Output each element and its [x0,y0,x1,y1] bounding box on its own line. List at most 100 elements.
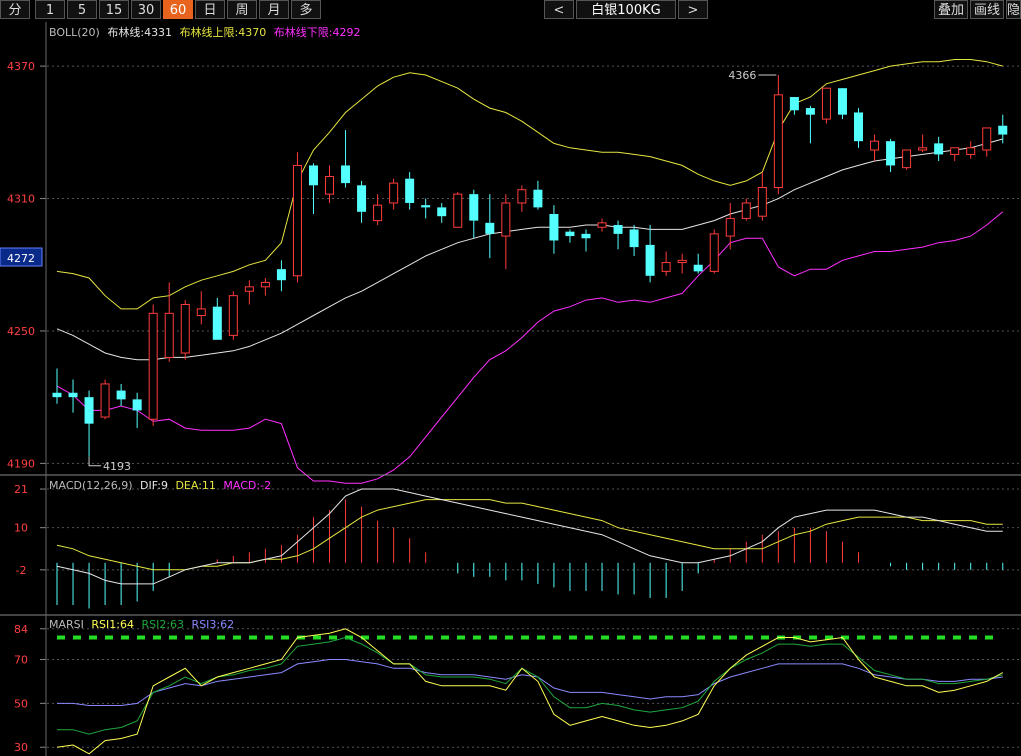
rsi-legend-rsi2: RSI2:63 [141,618,184,631]
symbol-name[interactable]: 白银100KG [576,0,676,19]
candle [116,383,126,406]
macd-legend-macd: MACD:-2 [223,479,271,492]
candle [437,202,447,223]
candle-body [950,147,960,155]
candle [84,390,94,457]
candle-body [805,108,815,115]
prev-symbol-button[interactable]: < [544,0,574,19]
candle-body [725,217,735,237]
period-button-fen[interactable]: 分 [0,0,30,19]
candle [645,225,655,283]
candle [966,141,976,159]
candle-body [837,88,847,115]
candle [373,194,383,226]
period-button-multi[interactable]: 多 [291,0,321,19]
candle [357,180,367,223]
candle [725,202,735,250]
candle-body [581,233,591,239]
annotation-arrow [88,456,102,467]
boll-lower-line [56,211,1004,484]
candle-body [405,178,415,203]
candle [485,194,495,259]
candle-body [164,312,174,358]
hide-button[interactable]: 隐 [1006,0,1021,19]
candle-body [645,244,655,276]
price-tick-label: 4250 [7,325,35,338]
period-button-15[interactable]: 15 [99,0,129,19]
price-tick-label: 4310 [7,193,35,206]
candle [389,178,399,210]
candle-body [437,207,447,217]
candle [196,291,206,325]
period-button-60[interactable]: 60 [163,0,193,19]
candle [292,152,302,283]
candle [629,225,639,256]
macd-tick-label: 21 [14,483,28,496]
candle [677,253,687,274]
macd-dea-line [56,499,1003,571]
candle [565,229,575,243]
boll-mid-line [56,138,1003,361]
boll-legend-title: BOLL(20) [49,26,100,39]
rsi-legend-rsi3: RSI3:62 [192,618,235,631]
candle-body [276,269,286,281]
candle-body [773,94,783,189]
candle-body [629,229,639,248]
macd-dif-line [56,488,1003,585]
candle [405,172,415,210]
period-button-30[interactable]: 30 [131,0,161,19]
candle [180,300,190,360]
period-button-day[interactable]: 日 [195,0,225,19]
candle-body [918,147,928,151]
period-button-1[interactable]: 1 [35,0,65,19]
candle-body [341,165,351,184]
candle-body [84,397,94,424]
candle [52,368,62,404]
candle-body [886,141,896,166]
candle-body [212,306,222,340]
boll-legend-lower: 布林线下限:4292 [274,25,361,39]
candle [533,180,543,210]
candle [741,198,751,221]
candle-body [132,399,142,411]
draw-line-button[interactable]: 画线 [970,0,1004,19]
svg-text:MARSI RSI1:64 RSI2: MARSI RSI1:64 RSI2:63 RSI3:62 [49,618,234,631]
candle-body [501,202,511,237]
overlay-button[interactable]: 叠加 [934,0,968,19]
candle-body [597,222,607,228]
candle [870,134,880,162]
chart-area[interactable]: 4370 4310 4250 4190 4272 4366 4193 BOLL(20) … [0,22,1021,756]
candle [773,74,783,195]
candle-body [854,112,863,142]
candle [581,229,591,252]
candle-body [148,312,158,420]
current-price-marker [0,247,43,267]
candle-body [325,175,335,195]
candle [597,218,607,232]
period-button-week[interactable]: 周 [227,0,257,19]
candle [902,149,912,170]
period-button-5[interactable]: 5 [67,0,97,19]
rsi-tick-label: 70 [14,653,28,666]
candle-body [789,97,799,111]
candle [68,379,78,413]
period-button-month[interactable]: 月 [259,0,289,19]
candle-body [260,281,270,288]
candle-body [196,308,206,317]
macd-panel: 21 10 -2 MACD(12,26,9) DIF:9 DEA:11 MACD:-… [14,479,1021,609]
candle-body [180,303,190,354]
price-panel: 4370 4310 4250 4190 4272 4366 4193 BOLL(20) … [0,25,1021,484]
candle-body [517,189,527,204]
candle [421,198,431,219]
candle [821,87,831,124]
price-annotation: 4193 [103,460,131,473]
rsi-legend-title: MARSI [49,618,84,631]
price-tick-label: 4370 [7,60,35,73]
svg-text:BOLL(20) 布林线:4331: BOLL(20) 布林线:4331 布林线上限:4370 布林线下限:4292 [49,25,360,39]
rsi-tick-label: 84 [14,623,28,636]
candle [709,229,719,274]
next-symbol-button[interactable]: > [678,0,708,19]
candle [982,127,992,157]
candle-body [565,231,575,237]
candle [501,194,511,270]
